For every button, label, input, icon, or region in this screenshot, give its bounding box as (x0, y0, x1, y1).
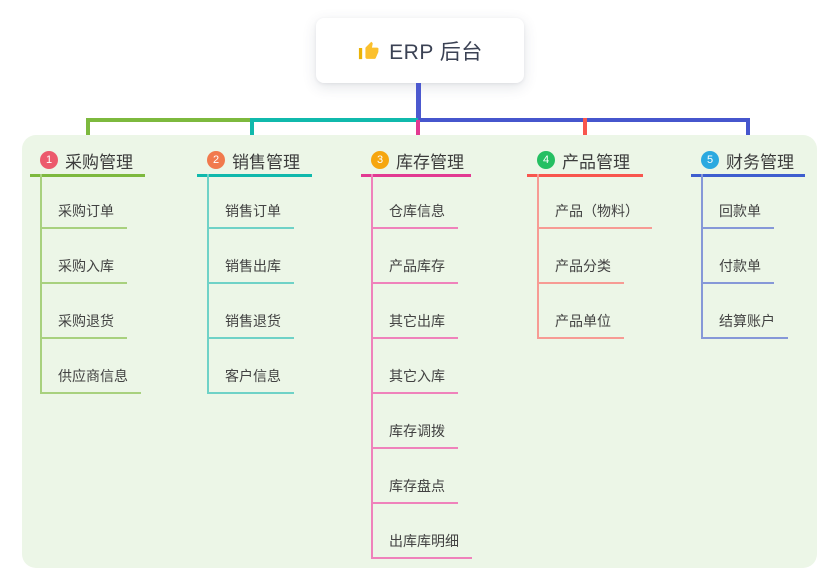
connector-drop-finance (746, 118, 750, 146)
tree-node-label[interactable]: 销售出库 (207, 256, 294, 284)
tree-node-label[interactable]: 产品单位 (537, 311, 624, 339)
tree-node-label[interactable]: 销售退货 (207, 311, 294, 339)
tree-node-label[interactable]: 出库库明细 (371, 531, 472, 559)
branch-purchase: 1 采购管理 采购订单 采购入库 采购退货 供应商信息 (30, 146, 145, 394)
branch-connector-line (701, 174, 703, 339)
branch-title-label: 采购管理 (65, 152, 133, 172)
tree-node-label[interactable]: 回款单 (701, 201, 774, 229)
branch-connector-line (537, 174, 539, 339)
branch-title-sales[interactable]: 2 销售管理 (197, 146, 312, 177)
root-node-label: ERP 后台 (389, 40, 483, 64)
tree-node-label[interactable]: 其它入库 (371, 366, 458, 394)
connector-horizontal-sales (250, 118, 418, 122)
branch-title-finance[interactable]: 5 财务管理 (691, 146, 805, 177)
connector-horizontal-purchase (86, 118, 254, 122)
branch-product: 4 产品管理 产品（物料） 产品分类 产品单位 (527, 146, 652, 339)
connector-drop-purchase (86, 118, 90, 146)
branch-sales: 2 销售管理 销售订单 销售出库 销售退货 客户信息 (197, 146, 312, 394)
branch-number-badge: 5 (701, 151, 719, 169)
branch-number-badge: 2 (207, 151, 225, 169)
branch-title-label: 库存管理 (396, 152, 464, 172)
tree-node-label[interactable]: 产品库存 (371, 256, 458, 284)
tree-node-label[interactable]: 库存盘点 (371, 476, 458, 504)
tree-node-label[interactable]: 供应商信息 (40, 366, 141, 394)
connector-drop-inventory (416, 120, 420, 146)
tree-node-label[interactable]: 其它出库 (371, 311, 458, 339)
connector-drop-sales (250, 118, 254, 146)
root-node[interactable]: ERP 后台 (316, 18, 524, 83)
branch-title-label: 财务管理 (726, 152, 794, 172)
branch-connector-line (40, 174, 42, 394)
branch-title-inventory[interactable]: 3 库存管理 (361, 146, 471, 177)
tree-node-label[interactable]: 客户信息 (207, 366, 294, 394)
branch-finance: 5 财务管理 回款单 付款单 结算账户 (691, 146, 805, 339)
branch-title-purchase[interactable]: 1 采购管理 (30, 146, 145, 177)
branch-connector-line (207, 174, 209, 394)
tree-node-label[interactable]: 采购订单 (40, 201, 127, 229)
connector-drop-product (583, 118, 587, 146)
tree-node-label[interactable]: 产品（物料） (537, 201, 652, 229)
branch-number-badge: 1 (40, 151, 58, 169)
tree-node-label[interactable]: 销售订单 (207, 201, 294, 229)
connector-root-vertical (416, 83, 421, 120)
tree-node-label[interactable]: 采购退货 (40, 311, 127, 339)
tree-node-label[interactable]: 仓库信息 (371, 201, 458, 229)
branch-connector-line (371, 174, 373, 559)
branch-title-product[interactable]: 4 产品管理 (527, 146, 643, 177)
tree-node-label[interactable]: 库存调拨 (371, 421, 458, 449)
tree-node-label[interactable]: 采购入库 (40, 256, 127, 284)
tree-node-label[interactable]: 产品分类 (537, 256, 624, 284)
modules-panel (22, 135, 817, 568)
branch-number-badge: 4 (537, 151, 555, 169)
branch-inventory: 3 库存管理 仓库信息 产品库存 其它出库 其它入库 库存调拨 库存盘点 出库库… (361, 146, 472, 559)
branch-number-badge: 3 (371, 151, 389, 169)
branch-title-label: 产品管理 (562, 152, 630, 172)
tree-node-label[interactable]: 付款单 (701, 256, 774, 284)
thumbs-up-icon (357, 39, 380, 62)
tree-node-label[interactable]: 结算账户 (701, 311, 788, 339)
branch-title-label: 销售管理 (232, 152, 300, 172)
